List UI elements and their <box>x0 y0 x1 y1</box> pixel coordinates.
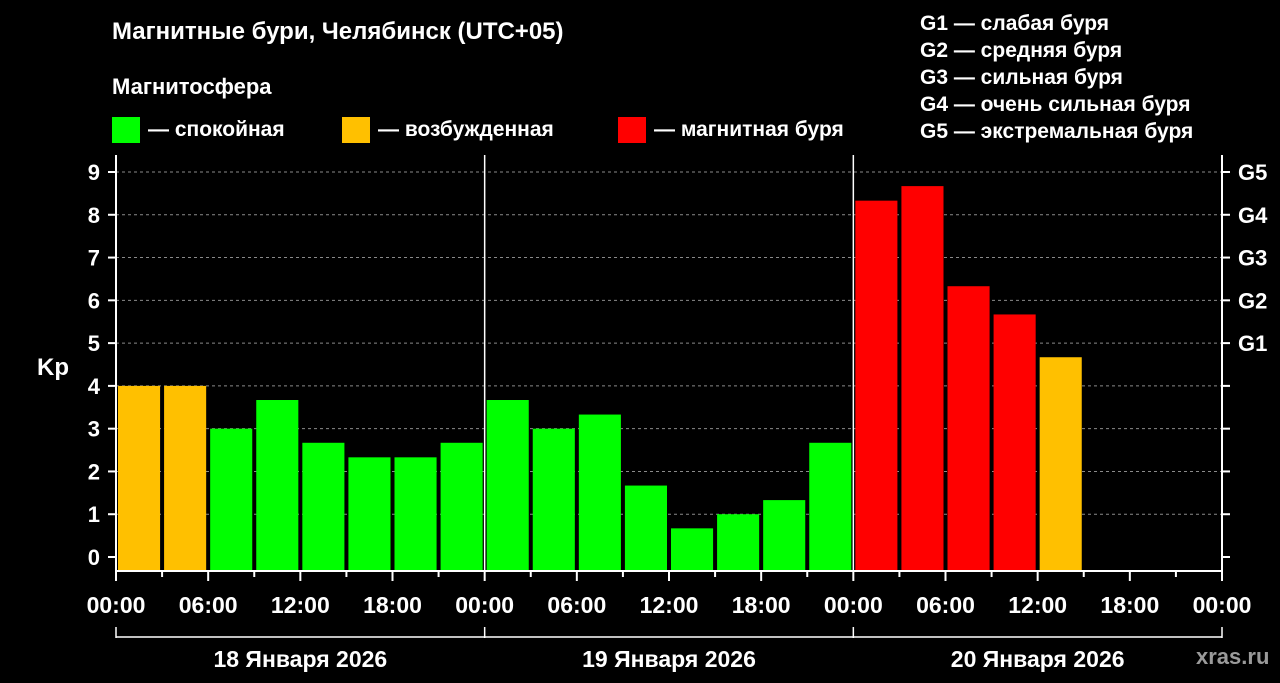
kp-bar <box>118 385 161 571</box>
y-tick-label: 0 <box>88 545 100 570</box>
watermark: xras.ru <box>1196 644 1270 669</box>
day-label: 19 Января 2026 <box>582 646 756 672</box>
g-level-label: G4 <box>1238 203 1268 228</box>
x-tick-label: 06:00 <box>179 592 238 618</box>
legend-item-active: — возбужденная <box>342 116 554 144</box>
g-level-label: G5 <box>1238 160 1267 185</box>
kp-bar <box>578 414 621 571</box>
legend-item-quiet: — спокойная <box>112 116 285 144</box>
kp-bar <box>394 457 437 571</box>
x-tick-label: 06:00 <box>916 592 975 618</box>
x-tick-label: 06:00 <box>547 592 606 618</box>
legend-item-storm: — магнитная буря <box>618 116 844 144</box>
y-tick-label: 9 <box>88 160 100 185</box>
kp-bar <box>440 442 483 571</box>
kp-bar <box>901 186 944 571</box>
chart-title: Магнитные бури, Челябинск (UTC+05) <box>112 18 564 45</box>
g-scale-item-g3: G3 — сильная буря <box>920 66 1123 89</box>
kp-bar <box>256 400 299 571</box>
g-scale-item-g1: G1 — слабая буря <box>920 12 1110 35</box>
x-tick-label: 18:00 <box>363 592 422 618</box>
y-tick-label: 4 <box>88 374 101 399</box>
g-level-label: G1 <box>1238 331 1267 356</box>
kp-bar <box>671 528 714 571</box>
x-tick-label: 00:00 <box>455 592 514 618</box>
kp-bar <box>1039 357 1082 571</box>
g-scale-legend: G1 — слабая буря G2 — средняя буря G3 — … <box>920 10 1193 145</box>
kp-bar <box>855 200 898 571</box>
x-tick-label: 12:00 <box>640 592 699 618</box>
kp-bar <box>763 500 806 571</box>
x-tick-label: 12:00 <box>1008 592 1067 618</box>
y-tick-label: 5 <box>88 331 100 356</box>
g-scale-item-g4: G4 — очень сильная буря <box>920 93 1191 116</box>
kp-bar <box>486 400 529 571</box>
x-tick-label: 18:00 <box>1100 592 1159 618</box>
x-tick-label: 18:00 <box>732 592 791 618</box>
kp-bar <box>809 442 852 571</box>
legend-label-quiet: — спокойная <box>148 118 285 141</box>
x-tick-label: 00:00 <box>824 592 883 618</box>
kp-bar <box>947 286 990 571</box>
kp-bar <box>302 442 345 571</box>
kp-bar <box>164 385 207 571</box>
y-tick-label: 2 <box>88 459 100 484</box>
y-tick-label: 3 <box>88 417 100 442</box>
kp-bar <box>348 457 391 571</box>
legend-label-active: — возбужденная <box>378 118 554 141</box>
g-scale-item-g5: G5 — экстремальная буря <box>920 120 1194 143</box>
g-level-label: G2 <box>1238 288 1267 313</box>
g-scale-item-g2: G2 — средняя буря <box>920 39 1123 62</box>
legend-swatch-active <box>342 117 370 143</box>
legend-swatch-quiet <box>112 117 140 143</box>
y-axis-label: Kp <box>37 354 69 381</box>
kp-bar <box>210 428 253 571</box>
x-tick-label: 12:00 <box>271 592 330 618</box>
kp-bar <box>993 314 1036 571</box>
x-tick-label: 00:00 <box>1193 592 1252 618</box>
y-tick-label: 1 <box>88 502 100 527</box>
kp-bar <box>717 514 760 571</box>
kp-bar <box>532 428 575 571</box>
y-tick-label: 8 <box>88 203 100 228</box>
day-label: 20 Января 2026 <box>951 646 1125 672</box>
g-level-label: G3 <box>1238 246 1267 271</box>
legend-swatch-storm <box>618 117 646 143</box>
kp-bar <box>624 485 667 571</box>
magnetosphere-heading: Магнитосфера <box>112 74 272 99</box>
x-tick-label: 00:00 <box>87 592 146 618</box>
legend-label-storm: — магнитная буря <box>654 118 844 141</box>
y-tick-label: 7 <box>88 246 100 271</box>
y-tick-label: 6 <box>88 288 100 313</box>
day-label: 18 Января 2026 <box>213 646 387 672</box>
